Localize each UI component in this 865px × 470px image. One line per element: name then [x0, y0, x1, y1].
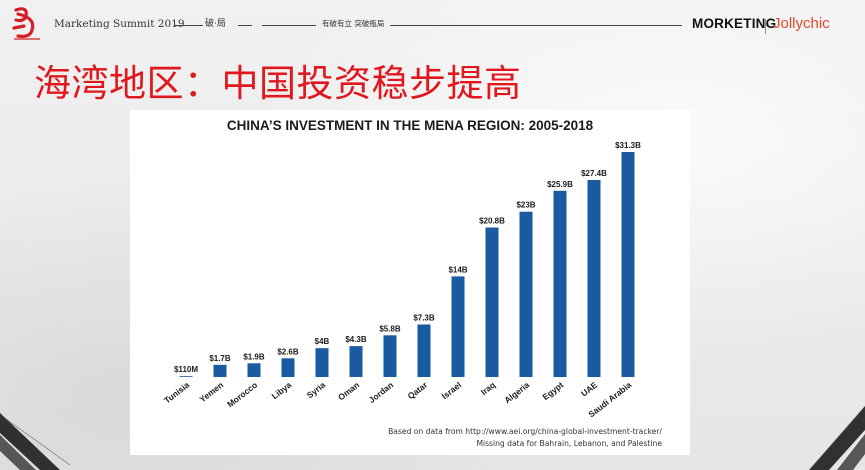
summit-subtitle: 破·局	[205, 19, 226, 29]
header-divider-mid	[238, 25, 252, 26]
category-label-morocco: Morocco	[225, 380, 259, 410]
brand-separator	[765, 19, 766, 34]
chart-card: CHINA’S INVESTMENT IN THE MENA REGION: 2…	[130, 110, 690, 455]
morketing-logo: MORKETING	[692, 16, 777, 31]
bar-morocco	[247, 363, 261, 377]
bar-iraq	[485, 227, 499, 377]
category-label-jordan: Jordan	[367, 380, 395, 405]
source-note: Based on data from http://www.aei.org/ch…	[388, 427, 662, 436]
bar-oman	[349, 346, 363, 377]
header-divider-left	[175, 25, 203, 26]
value-label-tunisia: $110M	[174, 365, 198, 374]
summit-logo-icon	[12, 7, 40, 40]
summit-title: Marketing Summit 2019	[54, 18, 185, 30]
bar-saudi-arabia	[621, 152, 635, 377]
category-label-yemen: Yemen	[197, 380, 225, 405]
header-divider-long	[390, 25, 682, 26]
bar-libya	[281, 358, 295, 377]
jollychic-logo: Jollychic	[773, 15, 830, 32]
chart-title: CHINA’S INVESTMENT IN THE MENA REGION: 2…	[227, 118, 594, 133]
bar-yemen	[213, 364, 227, 377]
category-label-libya: Libya	[270, 380, 294, 402]
value-label-israel: $14B	[448, 265, 467, 274]
category-label-oman: Oman	[336, 380, 361, 403]
bar-algeria	[519, 211, 533, 377]
category-label-israel: Israel	[440, 380, 464, 402]
value-label-uae: $27.4B	[581, 169, 607, 178]
category-label-uae: UAE	[579, 379, 600, 398]
category-label-syria: Syria	[305, 380, 328, 401]
category-labels-layer: Tunisia Yemen Morocco Libya Syria Oman Jordan Q…	[162, 379, 633, 419]
header-divider-right	[262, 25, 316, 26]
value-label-algeria: $23B	[516, 201, 535, 210]
bar-tunisia	[179, 376, 193, 377]
bar-syria	[315, 348, 329, 377]
investment-bar-chart: CHINA’S INVESTMENT IN THE MENA REGION: 2…	[162, 118, 662, 448]
slide-header: Marketing Summit 2019 破·局 有破有立 突破瓶局 MORK…	[0, 0, 865, 46]
value-label-iraq: $20.8B	[479, 217, 505, 226]
bars-layer	[179, 152, 635, 377]
value-label-qatar: $7.3B	[413, 314, 435, 323]
category-label-egypt: Egypt	[540, 380, 565, 403]
category-label-qatar: Qatar	[406, 379, 430, 401]
value-label-syria: $4B	[315, 337, 330, 346]
bar-egypt	[553, 190, 567, 377]
value-label-yemen: $1.7B	[209, 354, 231, 363]
value-label-egypt: $25.9B	[547, 180, 573, 189]
bar-qatar	[417, 324, 431, 377]
missing-data-note: Missing data for Bahrain, Lebanon, and P…	[476, 439, 662, 448]
slide-title: 海湾地区：中国投资稳步提高	[34, 62, 522, 105]
bar-jordan	[383, 335, 397, 377]
value-label-libya: $2.6B	[277, 347, 299, 356]
bar-uae	[587, 180, 601, 377]
value-labels-layer: $110M $1.7B $1.9B $2.6B $4B $4.3B $5.8B $7.3B $1…	[174, 141, 641, 374]
category-label-tunisia: Tunisia	[162, 380, 191, 406]
brush-stroke-decoration-right	[809, 406, 865, 470]
category-label-algeria: Algeria	[502, 380, 531, 406]
brush-stroke-decoration-left	[0, 413, 71, 470]
summit-slogan: 有破有立 突破瓶局	[322, 19, 385, 28]
value-label-saudi-arabia: $31.3B	[615, 141, 641, 150]
value-label-morocco: $1.9B	[243, 352, 265, 361]
value-label-oman: $4.3B	[345, 335, 367, 344]
bar-israel	[451, 276, 465, 377]
value-label-jordan: $5.8B	[379, 324, 401, 333]
category-label-iraq: Iraq	[479, 380, 497, 397]
